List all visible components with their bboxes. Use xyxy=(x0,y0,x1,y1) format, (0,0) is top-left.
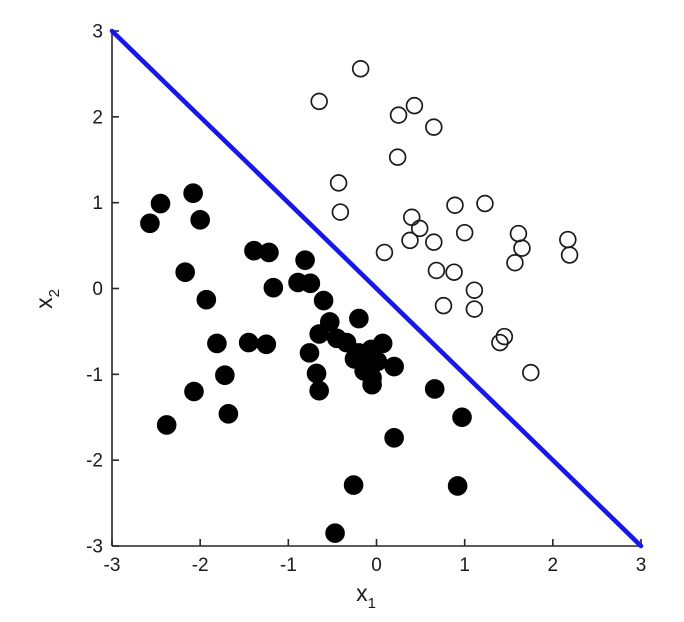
data-point-class-filled-black xyxy=(140,213,160,234)
x-tick-label: 3 xyxy=(636,555,647,576)
y-tick-label: 2 xyxy=(92,107,103,128)
data-point-class-filled-black xyxy=(424,379,445,399)
y-tick-label: 0 xyxy=(92,279,103,300)
data-point-class-open-circle xyxy=(401,231,419,250)
data-point-class-open-circle xyxy=(351,60,370,78)
data-point-class-filled-black xyxy=(184,381,204,402)
x-tick-label: 2 xyxy=(548,555,559,576)
data-point-class-filled-black xyxy=(215,365,235,385)
data-point-class-open-circle xyxy=(445,263,463,281)
y-tick-label: -1 xyxy=(86,365,103,386)
data-point-class-open-circle xyxy=(389,106,408,124)
data-point-class-open-circle xyxy=(410,219,429,238)
x-axis-label: x1 xyxy=(356,580,376,612)
data-point-class-filled-black xyxy=(175,262,195,282)
data-point-class-filled-black xyxy=(306,363,327,384)
y-tick-label: 3 xyxy=(92,22,103,43)
data-point-class-filled-black xyxy=(362,374,382,395)
data-point-class-filled-black xyxy=(259,242,279,263)
data-point-class-filled-black xyxy=(309,324,329,344)
data-point-class-filled-black xyxy=(325,523,345,543)
data-point-class-filled-black xyxy=(299,343,320,363)
data-point-class-filled-black xyxy=(313,290,334,311)
data-point-class-filled-black xyxy=(256,334,277,355)
data-point-class-filled-black xyxy=(190,210,210,230)
data-points-layer xyxy=(140,60,579,543)
data-point-class-open-circle xyxy=(465,300,484,318)
y-tick-label: -3 xyxy=(86,537,103,558)
data-point-class-filled-black xyxy=(263,277,284,298)
data-point-class-open-circle xyxy=(476,194,494,213)
data-point-class-filled-black xyxy=(207,333,227,354)
data-point-class-filled-black xyxy=(384,428,404,448)
data-point-class-filled-black xyxy=(309,380,329,401)
x-tick-label: -1 xyxy=(280,555,297,576)
y-axis-label: x2 xyxy=(31,289,63,309)
data-point-class-open-circle xyxy=(425,118,443,136)
data-point-class-open-circle xyxy=(310,92,328,111)
tick-label-layer: -3 -2 -1 0 1 2 3 -3 -2 -1 0 1 2 3 xyxy=(86,22,646,577)
data-point-class-open-circle xyxy=(403,208,421,227)
data-point-class-open-circle xyxy=(375,243,394,262)
data-point-class-open-circle xyxy=(513,239,531,257)
data-point-class-filled-black xyxy=(300,273,321,294)
y-tick-label: 1 xyxy=(92,193,103,214)
data-point-class-open-circle xyxy=(506,254,524,272)
data-point-class-open-circle xyxy=(329,174,348,192)
data-point-class-filled-black xyxy=(156,415,177,435)
data-point-class-open-circle xyxy=(455,223,474,242)
data-point-class-open-circle xyxy=(560,246,579,264)
data-point-class-filled-black xyxy=(447,476,468,496)
data-point-class-filled-black xyxy=(384,356,404,377)
data-point-class-open-circle xyxy=(446,196,464,214)
boundary-line-layer xyxy=(109,28,644,549)
data-point-class-filled-black xyxy=(238,332,259,353)
data-point-class-open-circle xyxy=(425,233,443,251)
data-point-class-open-circle xyxy=(559,230,577,249)
data-point-class-filled-black xyxy=(218,404,239,424)
data-point-class-open-circle xyxy=(405,96,424,115)
y-tick-label: -2 xyxy=(86,451,103,472)
axis-title-layer: x1 x2 xyxy=(31,289,376,612)
data-point-class-open-circle xyxy=(509,224,528,243)
data-point-class-filled-black xyxy=(295,250,315,270)
data-point-class-filled-black xyxy=(183,183,203,204)
data-point-class-open-circle xyxy=(491,333,509,352)
data-point-class-filled-black xyxy=(372,333,393,354)
data-point-class-filled-black xyxy=(349,308,369,329)
data-point-class-filled-black xyxy=(196,289,217,310)
x-tick-label: 1 xyxy=(459,555,470,576)
data-point-class-open-circle xyxy=(522,363,540,382)
x-tick-label: -3 xyxy=(104,555,121,576)
data-point-class-filled-black xyxy=(150,193,171,214)
data-point-class-filled-black xyxy=(343,475,364,495)
decision-boundary xyxy=(109,28,644,549)
data-point-class-open-circle xyxy=(427,261,446,280)
data-point-class-open-circle xyxy=(434,296,453,315)
data-point-class-open-circle xyxy=(331,203,350,221)
data-point-class-open-circle xyxy=(388,148,407,166)
data-point-class-open-circle xyxy=(465,281,484,299)
data-point-class-filled-black xyxy=(452,407,472,428)
data-point-class-open-circle xyxy=(495,327,514,346)
x-tick-label: -2 xyxy=(192,555,209,576)
x-tick-label: 0 xyxy=(371,555,382,576)
axes-layer xyxy=(111,30,642,547)
